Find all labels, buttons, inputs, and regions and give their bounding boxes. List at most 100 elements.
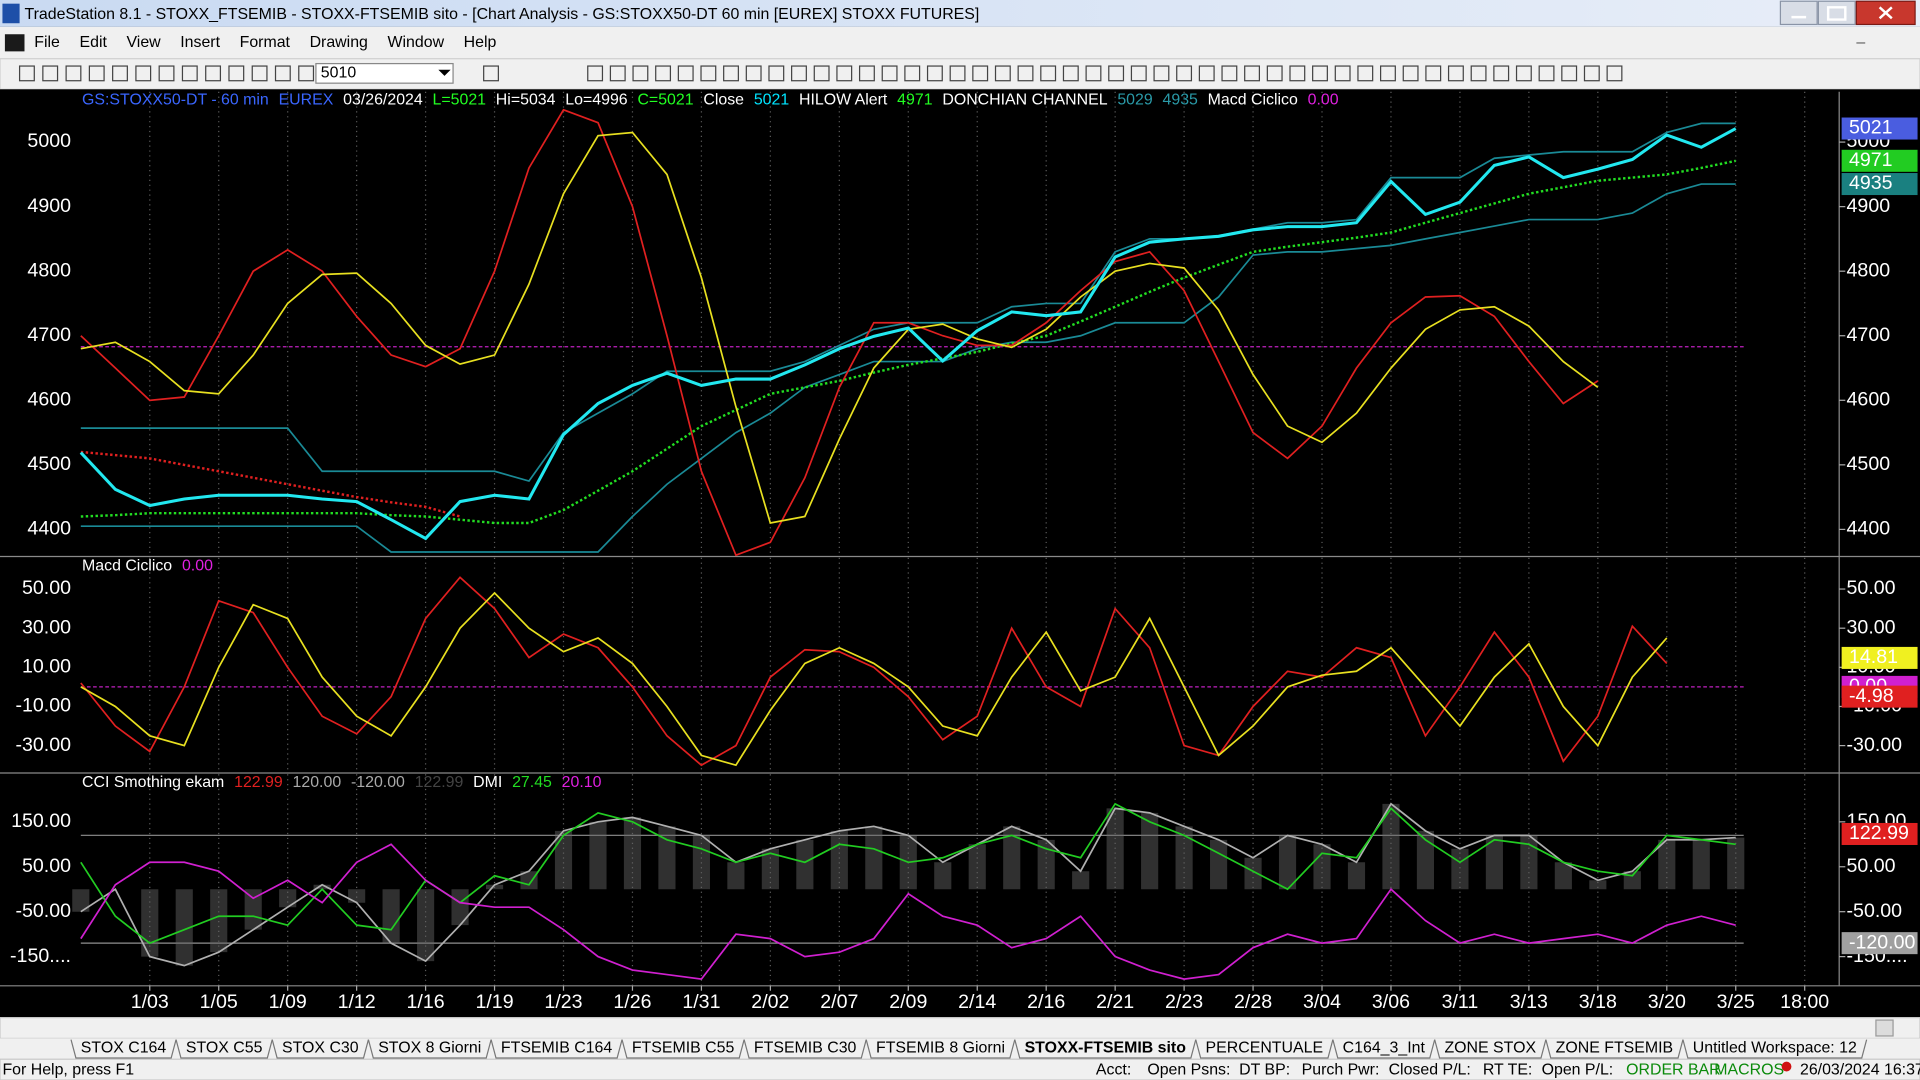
toolbar-button[interactable] bbox=[972, 65, 989, 82]
workspace-tab[interactable]: FTSEMIB C164 bbox=[501, 1039, 612, 1056]
toolbar-button[interactable] bbox=[65, 65, 82, 82]
toolbar-button[interactable] bbox=[135, 65, 152, 82]
symbol-dropdown[interactable] bbox=[438, 69, 451, 76]
menu-item[interactable]: View bbox=[126, 34, 161, 51]
doc-window-controls[interactable]: – bbox=[1856, 34, 1865, 51]
toolbar-button[interactable] bbox=[1334, 65, 1351, 82]
workspace-tab[interactable]: ZONE FTSEMIB bbox=[1556, 1039, 1673, 1056]
symbol-box[interactable] bbox=[315, 62, 454, 84]
menu-item[interactable]: Drawing bbox=[310, 34, 368, 51]
toolbar-button[interactable] bbox=[836, 65, 853, 82]
y-tick-label: 4500 bbox=[27, 453, 71, 475]
workspace-tab[interactable]: FTSEMIB 8 Giorni bbox=[876, 1039, 1005, 1056]
minimize-button[interactable] bbox=[1779, 0, 1818, 26]
toolbar-button[interactable] bbox=[205, 65, 222, 82]
toolbar-button[interactable] bbox=[813, 65, 830, 82]
toolbar-button[interactable] bbox=[1447, 65, 1464, 82]
toolbar-button[interactable] bbox=[1062, 65, 1079, 82]
toolbar-button[interactable] bbox=[1017, 65, 1034, 82]
toolbar-button[interactable] bbox=[858, 65, 875, 82]
toolbar-button[interactable] bbox=[1130, 65, 1147, 82]
indicator-label: 4935 bbox=[1163, 92, 1199, 109]
toolbar-button[interactable] bbox=[949, 65, 966, 82]
workspace-tab[interactable]: PERCENTUALE bbox=[1206, 1039, 1324, 1056]
workspace-tab[interactable]: STOX 8 Giorni bbox=[378, 1039, 481, 1056]
x-tick-label: 1/03 bbox=[131, 991, 169, 1013]
toolbar-button[interactable] bbox=[228, 65, 245, 82]
workspace-tab[interactable]: ZONE STOX bbox=[1444, 1039, 1536, 1056]
workspace-tab[interactable]: FTSEMIB C30 bbox=[754, 1039, 857, 1056]
toolbar-button[interactable] bbox=[587, 65, 604, 82]
toolbar-button[interactable] bbox=[158, 65, 175, 82]
toolbar-button[interactable] bbox=[88, 65, 105, 82]
workspace-tab[interactable]: STOX C164 bbox=[81, 1039, 167, 1056]
toolbar-button[interactable] bbox=[483, 65, 499, 82]
menu-item[interactable]: Edit bbox=[80, 34, 108, 51]
toolbar-button[interactable] bbox=[1176, 65, 1193, 82]
toolbar-button[interactable] bbox=[181, 65, 198, 82]
workspace-tab[interactable]: STOX C30 bbox=[282, 1039, 359, 1056]
indicator-label: 27.45 bbox=[512, 774, 552, 791]
toolbar-button[interactable] bbox=[1583, 65, 1600, 82]
toolbar-button[interactable] bbox=[791, 65, 807, 82]
workspace-tab[interactable]: STOX C55 bbox=[186, 1039, 263, 1056]
menu-item[interactable]: File bbox=[34, 34, 60, 51]
menu-item[interactable]: Window bbox=[388, 34, 445, 51]
toolbar-button[interactable] bbox=[904, 65, 921, 82]
scroll-thumb[interactable] bbox=[1875, 1019, 1894, 1037]
toolbar-button[interactable] bbox=[1470, 65, 1487, 82]
x-tick-label: 2/09 bbox=[889, 991, 927, 1013]
toolbar-button[interactable] bbox=[1606, 65, 1623, 82]
toolbar-button[interactable] bbox=[1221, 65, 1238, 82]
toolbar-button[interactable] bbox=[677, 65, 694, 82]
toolbar-button[interactable] bbox=[745, 65, 762, 82]
toolbar-button[interactable] bbox=[1425, 65, 1442, 82]
toolbar-button[interactable] bbox=[1040, 65, 1057, 82]
toolbar-button[interactable] bbox=[251, 65, 268, 82]
toolbar-button[interactable] bbox=[609, 65, 626, 82]
value-box bbox=[1841, 173, 1918, 196]
toolbar-button[interactable] bbox=[926, 65, 943, 82]
toolbar-button[interactable] bbox=[298, 65, 315, 82]
x-tick-label: 3/06 bbox=[1372, 991, 1410, 1013]
series-line bbox=[79, 127, 1737, 541]
scrollbar[interactable] bbox=[0, 1017, 1920, 1040]
toolbar-button[interactable] bbox=[1198, 65, 1215, 82]
toolbar-button[interactable] bbox=[1538, 65, 1555, 82]
toolbar-button[interactable] bbox=[655, 65, 672, 82]
toolbar-button[interactable] bbox=[1380, 65, 1396, 82]
workspace-tab[interactable]: FTSEMIB C55 bbox=[632, 1039, 735, 1056]
toolbar-button[interactable] bbox=[1085, 65, 1102, 82]
toolbar-button[interactable] bbox=[1108, 65, 1125, 82]
toolbar-button[interactable] bbox=[1493, 65, 1510, 82]
toolbar-button[interactable] bbox=[768, 65, 785, 82]
toolbar-button[interactable] bbox=[1266, 65, 1283, 82]
toolbar-button[interactable] bbox=[700, 65, 717, 82]
toolbar-button[interactable] bbox=[632, 65, 649, 82]
menu-item[interactable]: Insert bbox=[180, 34, 220, 51]
toolbar-button[interactable] bbox=[881, 65, 898, 82]
workspace-tab[interactable]: Untitled Workspace: 12 bbox=[1693, 1039, 1857, 1056]
indicator-label: -120.00 bbox=[351, 774, 405, 791]
toolbar-button[interactable] bbox=[1312, 65, 1328, 82]
toolbar-button[interactable] bbox=[1402, 65, 1419, 82]
toolbar-button[interactable] bbox=[1561, 65, 1578, 82]
value-box-label: 5021 bbox=[1849, 117, 1893, 139]
toolbar-button[interactable] bbox=[112, 65, 128, 82]
toolbar-button[interactable] bbox=[723, 65, 739, 82]
menu-item[interactable]: Help bbox=[464, 34, 497, 51]
menu-item[interactable]: Format bbox=[240, 34, 291, 51]
toolbar-button[interactable] bbox=[1153, 65, 1170, 82]
workspace-tab[interactable]: STOXX-FTSEMIB sito bbox=[1025, 1039, 1187, 1056]
toolbar-button[interactable] bbox=[1515, 65, 1532, 82]
workspace-tab[interactable]: C164_3_Int bbox=[1343, 1039, 1426, 1056]
toolbar-button[interactable] bbox=[1357, 65, 1374, 82]
toolbar-button[interactable] bbox=[1244, 65, 1260, 82]
toolbar-button[interactable] bbox=[994, 65, 1011, 82]
value-box-label: 4935 bbox=[1849, 172, 1893, 194]
toolbar-button[interactable] bbox=[18, 65, 35, 82]
toolbar-button[interactable] bbox=[1289, 65, 1306, 82]
maximize-button[interactable] bbox=[1817, 0, 1856, 26]
toolbar-button[interactable] bbox=[274, 65, 291, 82]
toolbar-button[interactable] bbox=[42, 65, 59, 82]
